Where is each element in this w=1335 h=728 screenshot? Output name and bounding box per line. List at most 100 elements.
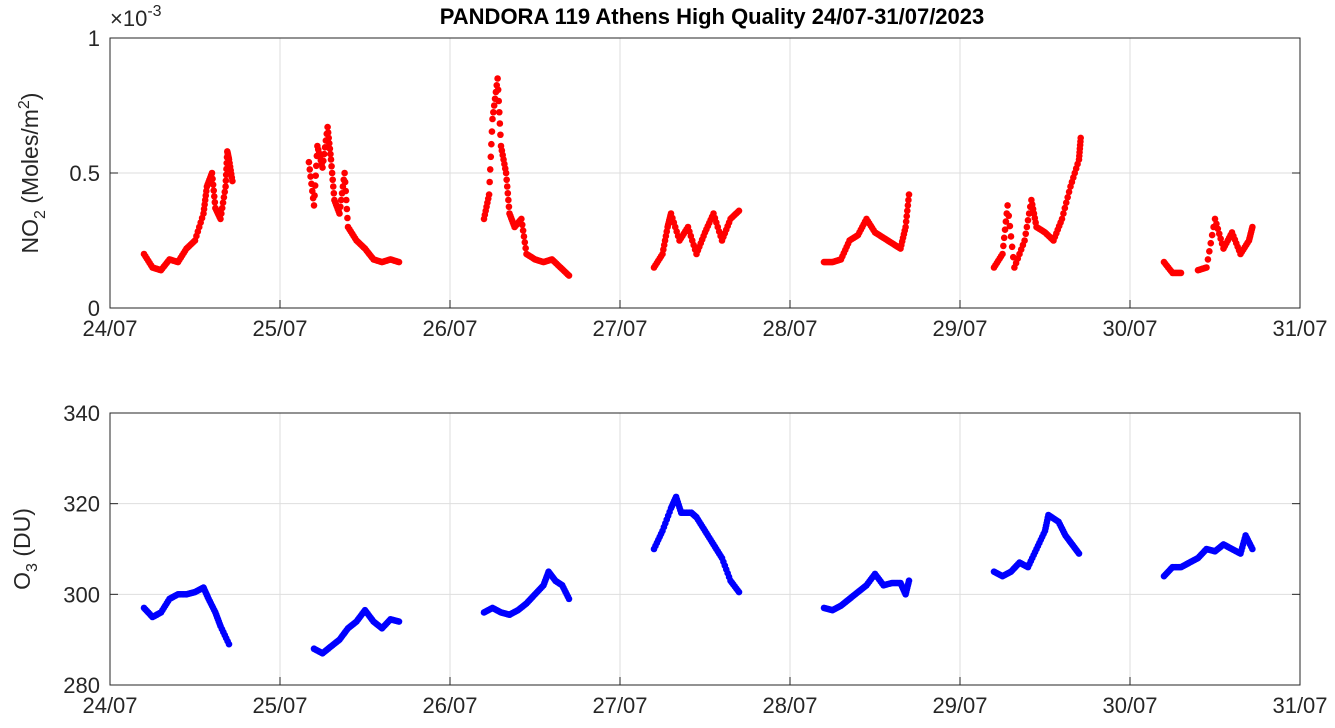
data-point-fill (218, 204, 226, 212)
data-point (324, 123, 331, 131)
y-axis-label: O3 (DU) (9, 508, 41, 590)
x-tick-label: 25/07 (252, 316, 307, 341)
data-point (310, 202, 318, 209)
x-tick-label: 28/07 (762, 693, 817, 718)
data-point-fill (503, 176, 510, 184)
data-point (229, 177, 236, 185)
y-tick-label: 1 (88, 26, 100, 51)
data-point (485, 191, 493, 198)
data-point-fill (903, 212, 911, 220)
data-point-fill (490, 102, 498, 109)
data-point-fill (210, 187, 217, 194)
chart-title: PANDORA 119 Athens High Quality 24/07-31… (440, 4, 985, 29)
data-point (1075, 550, 1083, 557)
data-point-fill (486, 166, 494, 173)
data-point-fill (486, 178, 493, 186)
y-label-rest: (DU) (9, 508, 35, 563)
y-tick-label: 300 (63, 582, 100, 607)
data-point (222, 183, 229, 190)
data-point (1004, 202, 1011, 209)
o3-panel: 24/07 25/07 26/07 27/07 28/07 29/07 30/07 31/07… (9, 401, 1328, 718)
data-point (902, 223, 909, 231)
data-point-fill (1006, 222, 1014, 230)
y-label-sup: 2 (16, 100, 33, 109)
y-tick-label: 0 (88, 296, 100, 321)
data-point-fill (337, 196, 345, 204)
data-point (1077, 134, 1084, 142)
data-point-fill (1214, 225, 1222, 233)
data-point-fill (343, 205, 351, 213)
x-tick-label: 28/07 (762, 316, 817, 341)
data-point-fill (306, 166, 314, 173)
data-point-fill (1065, 188, 1073, 196)
data-point-fill (329, 176, 337, 184)
data-point-fill (307, 173, 314, 180)
y-tick-label: 280 (63, 673, 100, 698)
x-tick-label: 26/07 (422, 316, 477, 341)
y-tick-label: 0.5 (69, 161, 100, 186)
data-point (735, 207, 743, 215)
data-point (341, 169, 348, 177)
data-point (225, 640, 233, 648)
data-point-fill (325, 134, 333, 142)
data-point-fill (210, 193, 218, 200)
data-point-fill (1008, 243, 1016, 251)
data-point-fill (222, 177, 230, 184)
data-point-fill (211, 198, 219, 206)
data-point (502, 169, 510, 177)
data-point-fill (904, 202, 912, 209)
data-point (1177, 269, 1185, 277)
data-point-fill (521, 239, 529, 246)
data-point (565, 272, 573, 279)
data-point-fill (311, 182, 319, 189)
data-point (1058, 215, 1066, 223)
data-point-fill (503, 183, 511, 190)
data-point-fill (1217, 235, 1224, 242)
data-point-fill (905, 196, 912, 204)
data-point-fill (1207, 239, 1215, 247)
data-point-fill (1064, 194, 1071, 201)
data-point-fill (505, 203, 513, 211)
y-label-rest: (Moles/m (17, 109, 43, 210)
data-point-fill (490, 108, 497, 116)
data-point-fill (326, 145, 334, 152)
data-point-fill (488, 128, 496, 135)
plot-area (110, 413, 1300, 685)
data-point-fill (1025, 210, 1033, 217)
data-point (395, 258, 403, 266)
y-label-main: NO (17, 219, 43, 254)
data-point-fill (494, 86, 502, 94)
data-point-fill (1000, 242, 1007, 250)
x-tick-label: 29/07 (932, 316, 987, 341)
data-point-fill (218, 210, 225, 217)
x-tick-label: 31/07 (1272, 316, 1327, 341)
data-point-fill (496, 120, 504, 127)
x-tick-label: 30/07 (1102, 316, 1157, 341)
data-point (735, 588, 743, 596)
data-point-fill (1213, 220, 1220, 228)
data-point-fill (320, 150, 328, 158)
data-point-fill (328, 162, 335, 170)
data-point-fill (1007, 233, 1015, 240)
data-point (217, 215, 224, 223)
data-point-fill (1061, 204, 1069, 212)
y-label-sub: 2 (32, 210, 49, 219)
data-point-fill (504, 189, 512, 197)
no2-panel: 24/07 25/07 26/07 27/07 28/07 29/07 30/07 31/07… (16, 3, 1328, 341)
data-point (1249, 545, 1256, 553)
data-point (905, 191, 913, 198)
data-point-fill (320, 157, 327, 165)
axes-box (109, 37, 1301, 309)
data-point-fill (904, 207, 911, 215)
data-point-fill (209, 181, 217, 188)
data-point (327, 156, 335, 163)
data-point-fill (342, 187, 350, 195)
data-point-fill (518, 221, 526, 229)
data-point-fill (1060, 210, 1067, 217)
x-tick-label: 31/07 (1272, 693, 1327, 718)
y-label-end: ) (17, 93, 43, 101)
y-tick-label: 340 (63, 401, 100, 426)
data-point-fill (327, 150, 334, 158)
data-point-fill (311, 192, 318, 199)
data-point-fill (328, 169, 336, 177)
